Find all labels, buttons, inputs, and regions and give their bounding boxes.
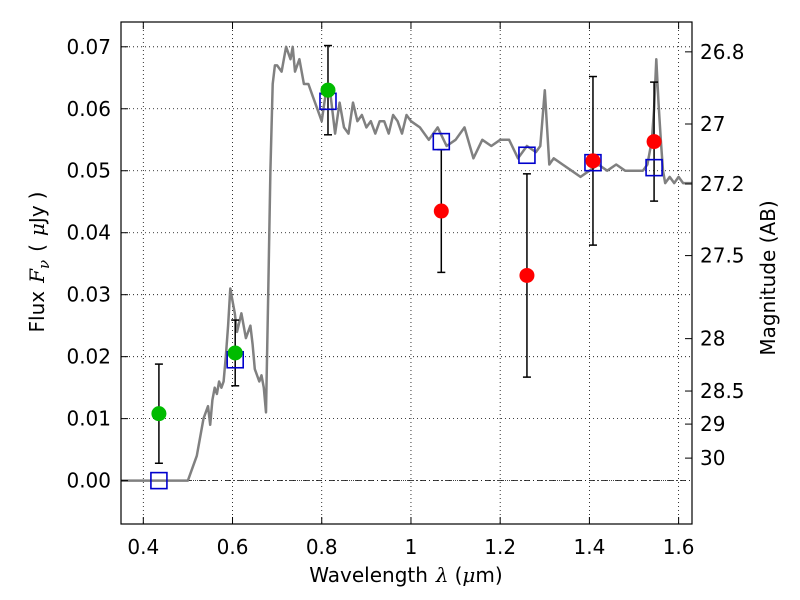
y-tick-label: 0.04 — [66, 221, 111, 245]
x-axis-label-unit-mu: μ — [462, 563, 475, 587]
x-tick-label: 1.2 — [484, 535, 516, 559]
magnitude-tick-labels: 26.8 27 27.2 27.5 28 28.5 29 30 — [700, 40, 745, 470]
x-tick-label: 1.4 — [573, 535, 605, 559]
observed-point — [585, 153, 601, 169]
magnitude-axis-label: Magnitude (AB) — [756, 200, 780, 355]
y-axis-label-unit-mu: μ — [25, 223, 49, 236]
mag-tick-label: 28.5 — [700, 379, 745, 403]
model-photometry-square — [518, 146, 536, 165]
y-axis-label-unit-open: ( — [25, 244, 49, 252]
mag-tick-label: 27.5 — [700, 244, 745, 268]
y-axis-label-unit-rest: Jy — [25, 205, 49, 225]
plot-frame — [120, 21, 693, 525]
mag-tick-label: 26.8 — [700, 40, 745, 64]
observed-point — [227, 345, 243, 361]
observed-point — [320, 82, 336, 98]
observed-point — [646, 134, 662, 150]
x-axis-label: Wavelength λ (μm) — [309, 563, 502, 587]
model-sed-layer — [121, 45, 692, 482]
y-tick-label: 0.00 — [66, 469, 111, 493]
model-photometry-square — [645, 158, 663, 177]
y-axis-label-subscript: ν — [35, 260, 53, 269]
x-axis-label-unit-rest: m) — [475, 563, 502, 587]
observed-point — [433, 203, 449, 219]
y-tick-label: 0.01 — [66, 407, 111, 431]
mag-tick-label: 30 — [700, 446, 725, 470]
model-photometry-square — [150, 471, 168, 490]
observed-point — [151, 406, 167, 422]
x-tick-label: 0.4 — [127, 535, 159, 559]
x-tick-label: 1 — [405, 535, 418, 559]
model-sed-line — [121, 45, 692, 482]
y-tick-label: 0.03 — [66, 283, 111, 307]
x-axis-label-prefix: Wavelength — [309, 563, 428, 587]
x-tick-label: 1.6 — [663, 535, 695, 559]
observed-points-layer — [151, 82, 662, 422]
y-axis-label: Flux Fν ( μJy) — [25, 192, 53, 333]
mag-tick-label: 29 — [700, 412, 725, 436]
mag-tick-label: 27.2 — [700, 172, 745, 196]
axis-ticks — [121, 22, 692, 524]
x-tick-label: 0.6 — [217, 535, 249, 559]
x-tick-labels: 0.4 0.6 0.8 1 1.2 1.4 1.6 — [127, 535, 694, 559]
mag-tick-label: 27 — [700, 112, 725, 136]
mag-tick-label: 28 — [700, 327, 725, 351]
x-tick-label: 0.8 — [306, 535, 338, 559]
y-axis-label-symbol: F — [25, 268, 49, 284]
y-tick-label: 0.06 — [66, 97, 111, 121]
x-axis-label-unit-open: ( — [455, 563, 463, 587]
observed-point — [519, 267, 535, 283]
x-axis-label-symbol: λ — [435, 563, 449, 587]
y-tick-label: 0.05 — [66, 159, 111, 183]
y-tick-labels: 0.00 0.01 0.02 0.03 0.04 0.05 0.06 0.07 — [66, 35, 111, 493]
y-axis-label-prefix: Flux — [25, 291, 49, 333]
plot-area — [121, 22, 692, 524]
model-photometry-square — [432, 132, 451, 151]
y-tick-label: 0.02 — [66, 345, 111, 369]
y-axis-label-unit-close: ) — [25, 192, 49, 200]
y-tick-label: 0.07 — [66, 35, 111, 59]
